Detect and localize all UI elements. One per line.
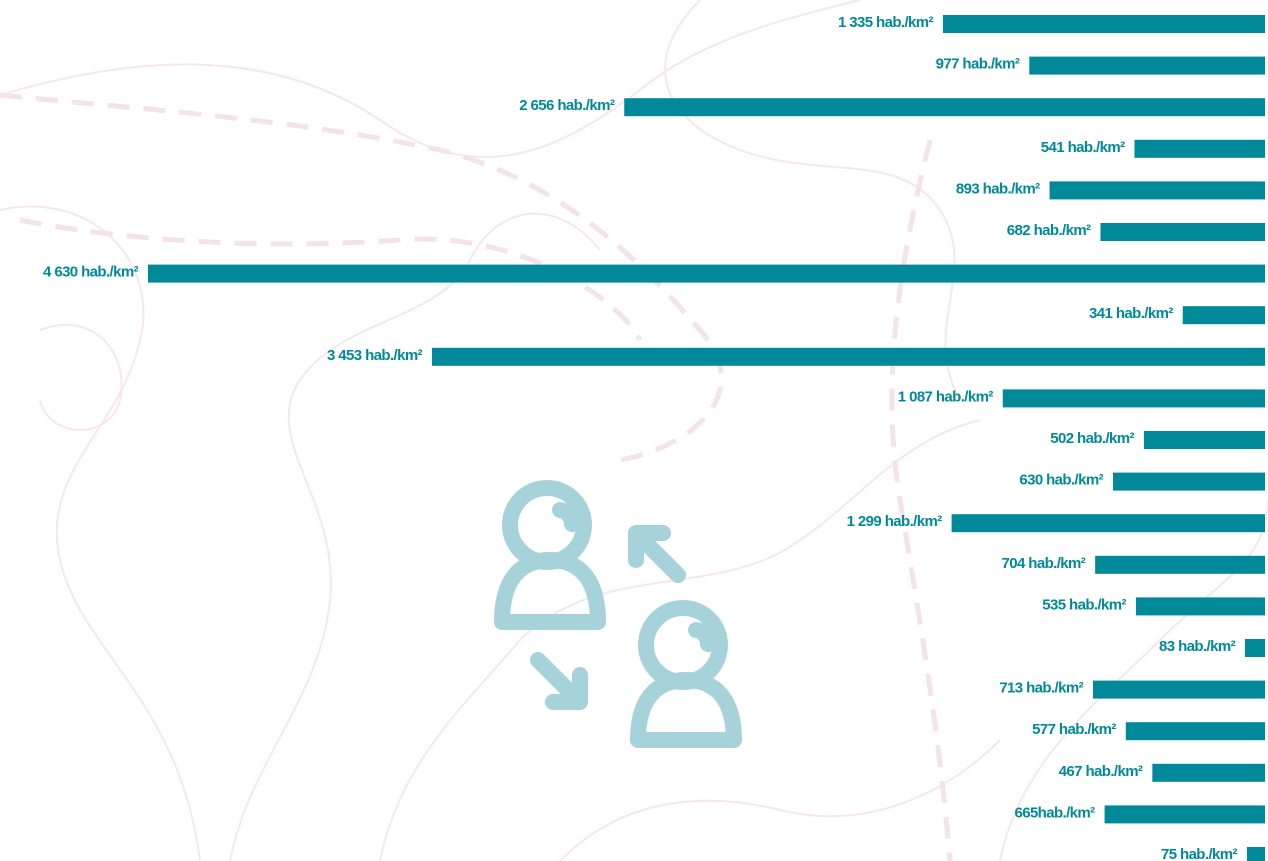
- bar: [431, 347, 1265, 366]
- value-label: 630 hab./km²: [1019, 472, 1103, 489]
- value-label: 3 453 hab./km²: [327, 347, 423, 364]
- bar: [1029, 56, 1265, 75]
- bar: [1152, 763, 1265, 782]
- value-label: 75 hab./km²: [1161, 846, 1238, 861]
- bar: [148, 264, 1265, 283]
- bar: [1100, 223, 1265, 241]
- value-label: 341 hab./km²: [1089, 305, 1173, 322]
- bar: [1092, 680, 1265, 699]
- bar: [1244, 639, 1265, 657]
- bar: [942, 15, 1265, 33]
- bar: [624, 98, 1265, 117]
- bar: [1104, 805, 1265, 824]
- value-label: 1 335 hab./km²: [838, 14, 934, 31]
- bar: [1113, 472, 1265, 491]
- value-label: 1 299 hab./km²: [847, 513, 943, 530]
- bar: [1182, 306, 1265, 325]
- bar: [1049, 181, 1265, 200]
- bar: [951, 514, 1265, 533]
- bar: [1095, 555, 1265, 574]
- value-label: 535 hab./km²: [1042, 596, 1126, 613]
- value-label: 893 hab./km²: [956, 180, 1040, 197]
- bar: [1135, 597, 1265, 616]
- value-label: 83 hab./km²: [1159, 638, 1236, 655]
- value-label: 977 hab./km²: [936, 56, 1020, 73]
- value-label: 2 656 hab./km²: [519, 97, 615, 114]
- value-label: 682 hab./km²: [1007, 222, 1091, 239]
- bar: [1143, 431, 1265, 449]
- people-icon: [494, 480, 742, 748]
- value-label: 704 hab./km²: [1001, 555, 1085, 572]
- value-label: 577 hab./km²: [1032, 721, 1116, 738]
- value-label: 541 hab./km²: [1041, 139, 1125, 156]
- bar: [1246, 847, 1265, 861]
- value-label: 665hab./km²: [1014, 804, 1095, 821]
- bar: [1134, 139, 1265, 158]
- value-label: 4 630 hab./km²: [43, 264, 139, 281]
- value-label: 713 hab./km²: [999, 680, 1083, 697]
- bar: [1125, 722, 1265, 741]
- value-label: 1 087 hab./km²: [898, 388, 994, 405]
- value-label: 467 hab./km²: [1059, 763, 1143, 780]
- value-label: 502 hab./km²: [1050, 430, 1134, 447]
- bar: [1002, 389, 1265, 408]
